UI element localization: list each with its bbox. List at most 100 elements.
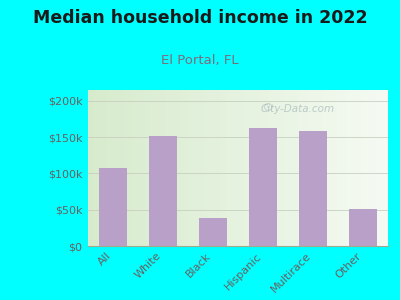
Bar <box>331 90 334 246</box>
Bar <box>97 90 100 246</box>
Bar <box>91 90 94 246</box>
Bar <box>151 90 154 246</box>
Bar <box>247 90 250 246</box>
Bar <box>223 90 226 246</box>
Bar <box>346 90 349 246</box>
Bar <box>325 90 328 246</box>
Bar <box>262 90 265 246</box>
Bar <box>181 90 184 246</box>
Bar <box>244 90 247 246</box>
Bar <box>280 90 283 246</box>
Bar <box>130 90 133 246</box>
Bar <box>178 90 181 246</box>
Bar <box>349 90 352 246</box>
Bar <box>235 90 238 246</box>
Bar <box>124 90 127 246</box>
Bar <box>328 90 331 246</box>
Bar <box>187 90 190 246</box>
Text: City-Data.com: City-Data.com <box>261 104 335 114</box>
Bar <box>249 128 277 246</box>
Bar <box>184 90 187 246</box>
Bar <box>238 90 241 246</box>
Bar <box>340 90 343 246</box>
Bar <box>304 90 307 246</box>
Bar <box>154 90 157 246</box>
Bar <box>99 168 127 246</box>
Bar <box>202 90 205 246</box>
Bar <box>211 90 214 246</box>
Bar <box>109 90 112 246</box>
Bar <box>172 90 175 246</box>
Text: Median household income in 2022: Median household income in 2022 <box>33 9 367 27</box>
Bar <box>358 90 361 246</box>
Bar <box>220 90 223 246</box>
Bar <box>145 90 148 246</box>
Bar <box>133 90 136 246</box>
Bar <box>382 90 385 246</box>
Bar <box>364 90 367 246</box>
Bar <box>205 90 208 246</box>
Bar <box>319 90 322 246</box>
Bar <box>286 90 289 246</box>
Bar <box>349 209 377 246</box>
Bar <box>127 90 130 246</box>
Bar <box>106 90 109 246</box>
Bar <box>232 90 235 246</box>
Bar <box>316 90 319 246</box>
Bar <box>166 90 169 246</box>
Bar <box>373 90 376 246</box>
Bar <box>88 90 91 246</box>
Bar <box>295 90 298 246</box>
Bar <box>142 90 145 246</box>
Bar <box>355 90 358 246</box>
Bar <box>112 90 115 246</box>
Bar <box>337 90 340 246</box>
Bar <box>118 90 121 246</box>
Bar <box>217 90 220 246</box>
Bar <box>271 90 274 246</box>
Bar <box>361 90 364 246</box>
Bar <box>343 90 346 246</box>
Bar <box>229 90 232 246</box>
Bar <box>385 90 388 246</box>
Bar <box>370 90 373 246</box>
Bar <box>160 90 163 246</box>
Bar <box>298 90 301 246</box>
Bar <box>94 90 97 246</box>
Bar <box>299 131 327 246</box>
Bar <box>149 136 177 246</box>
Bar <box>163 90 166 246</box>
Bar <box>292 90 295 246</box>
Bar <box>100 90 103 246</box>
Bar <box>322 90 325 246</box>
Bar <box>115 90 118 246</box>
Bar <box>379 90 382 246</box>
Bar <box>256 90 259 246</box>
Bar <box>268 90 271 246</box>
Bar <box>352 90 355 246</box>
Text: ⊙: ⊙ <box>263 101 273 114</box>
Bar <box>367 90 370 246</box>
Bar <box>148 90 151 246</box>
Bar <box>139 90 142 246</box>
Bar <box>175 90 178 246</box>
Bar <box>157 90 160 246</box>
Bar <box>250 90 253 246</box>
Bar <box>289 90 292 246</box>
Bar <box>277 90 280 246</box>
Bar <box>199 90 202 246</box>
Bar <box>301 90 304 246</box>
Bar <box>193 90 196 246</box>
Text: El Portal, FL: El Portal, FL <box>161 54 239 67</box>
Bar <box>376 90 379 246</box>
Bar <box>307 90 310 246</box>
Bar <box>196 90 199 246</box>
Bar <box>283 90 286 246</box>
Bar <box>226 90 229 246</box>
Bar <box>121 90 124 246</box>
Bar <box>241 90 244 246</box>
Bar <box>334 90 337 246</box>
Bar <box>103 90 106 246</box>
Bar <box>265 90 268 246</box>
Bar <box>253 90 256 246</box>
